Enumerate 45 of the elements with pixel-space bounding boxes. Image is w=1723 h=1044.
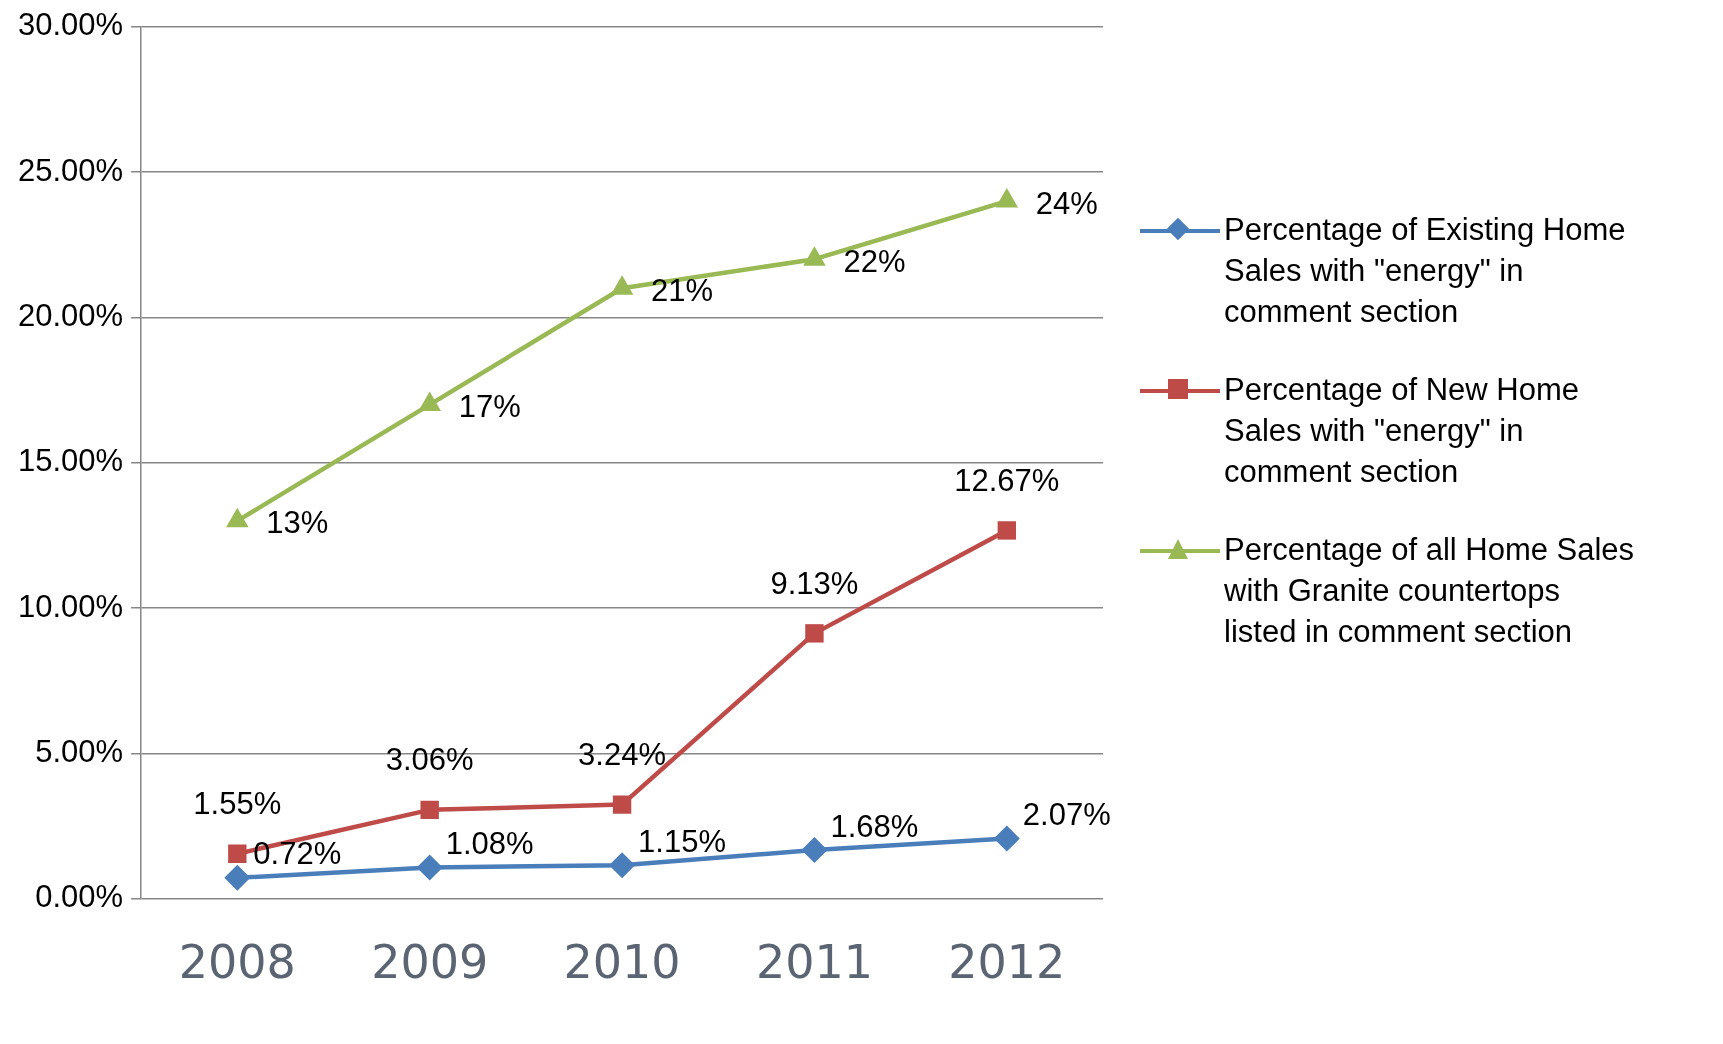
y-tick-label: 25.00% — [18, 152, 124, 188]
legend-label: Percentage of all Home Sales with Granite countertops listed in comment section — [1224, 531, 1636, 651]
data-label: 3.06% — [385, 742, 474, 778]
point — [418, 391, 441, 412]
point — [801, 836, 828, 863]
x-tick-label: 2010 — [563, 935, 681, 990]
x-tick-label: 2012 — [948, 935, 1066, 990]
point — [993, 825, 1020, 852]
data-label: 1.68% — [830, 808, 919, 844]
point — [226, 507, 249, 528]
x-tick-label: 2009 — [371, 935, 489, 990]
legend-label: Percentage of Existing Home Sales with "energy" in comment section — [1224, 211, 1627, 331]
data-label: 3.24% — [578, 737, 667, 773]
point — [224, 864, 251, 891]
point — [805, 624, 824, 643]
data-label: 21% — [651, 272, 714, 308]
point — [420, 800, 439, 820]
point — [610, 275, 634, 295]
data-label: 9.13% — [770, 565, 859, 601]
data-label: 24% — [1035, 185, 1098, 221]
y-tick-label: 20.00% — [18, 297, 124, 333]
data-label: 0.72% — [253, 836, 342, 872]
data-label: 2.07% — [1022, 797, 1111, 833]
y-tick-label: 30.00% — [18, 7, 124, 43]
data-label: 22% — [843, 243, 906, 279]
x-tick-label: 2008 — [178, 935, 296, 990]
data-label: 17% — [458, 389, 521, 425]
point — [416, 854, 443, 881]
point — [228, 844, 247, 863]
y-tick-label: 0.00% — [35, 879, 124, 915]
data-label: 1.55% — [193, 786, 282, 822]
point — [609, 852, 636, 879]
y-tick-label: 10.00% — [18, 588, 124, 624]
point — [803, 246, 826, 266]
y-tick-label: 15.00% — [18, 443, 124, 479]
point — [995, 188, 1019, 208]
data-label: 13% — [266, 505, 329, 541]
data-label: 1.15% — [638, 823, 727, 859]
data-label: 12.67% — [954, 462, 1060, 498]
point — [997, 521, 1017, 540]
y-tick-label: 5.00% — [35, 733, 124, 769]
x-tick-label: 2011 — [755, 935, 873, 990]
data-label: 1.08% — [445, 825, 534, 861]
legend-label: Percentage of New Home Sales with "energy" in comment section — [1224, 371, 1580, 491]
point — [612, 795, 632, 814]
